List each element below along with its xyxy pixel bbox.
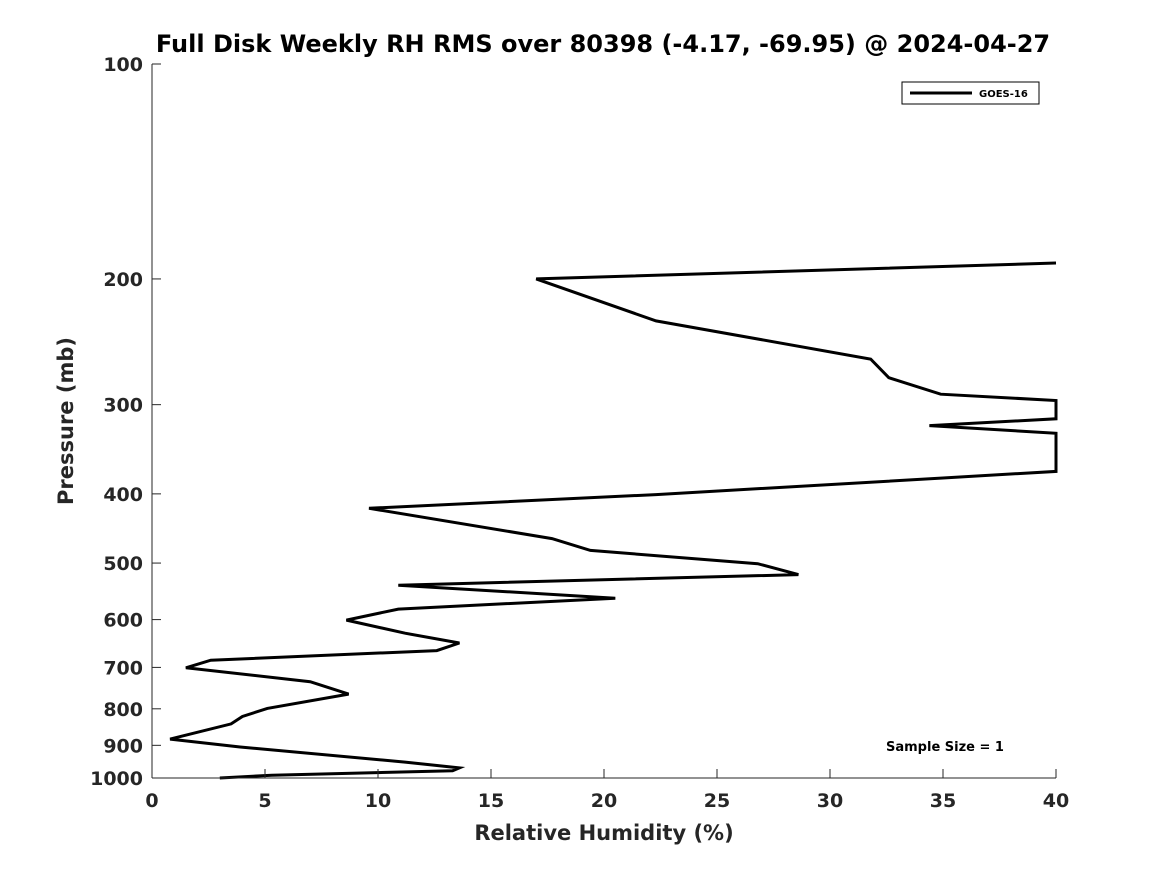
x-tick-label: 10 (365, 790, 391, 812)
y-tick-label: 900 (103, 735, 143, 757)
x-tick-label: 0 (145, 790, 158, 812)
y-tick-label: 700 (103, 657, 143, 679)
y-tick-label: 800 (103, 699, 143, 721)
legend-label: GOES-16 (979, 89, 1028, 100)
y-tick-label: 200 (103, 269, 143, 291)
sample-size-annotation: Sample Size = 1 (886, 740, 1004, 755)
y-tick-label: 300 (103, 395, 143, 417)
x-tick-label: 35 (930, 790, 956, 812)
y-tick-label: 100 (103, 54, 143, 76)
x-tick-label: 5 (258, 790, 271, 812)
legend: GOES-16 (901, 81, 1040, 105)
x-axis-label: Relative Humidity (%) (474, 821, 733, 845)
y-tick-label: 600 (103, 610, 143, 632)
y-axis-label: Pressure (mb) (54, 337, 78, 505)
x-tick-label: 20 (591, 790, 617, 812)
series-layer (169, 261, 1058, 780)
x-ticks: 0 5 10 15 20 25 30 35 40 (145, 769, 1069, 812)
y-tick-label: 400 (103, 484, 143, 506)
x-tick-label: 25 (704, 790, 730, 812)
x-tick-label: 15 (478, 790, 504, 812)
y-tick-label: 500 (103, 553, 143, 575)
series-line-goes-16 (169, 261, 1058, 780)
x-tick-label: 30 (817, 790, 843, 812)
chart-title: Full Disk Weekly RH RMS over 80398 (-4.1… (156, 30, 1050, 58)
y-ticks: 100 200 300 400 500 600 700 800 900 1000 (90, 54, 161, 790)
y-tick-label: 1000 (90, 768, 143, 790)
plot-area (152, 64, 1056, 778)
x-tick-label: 40 (1043, 790, 1069, 812)
